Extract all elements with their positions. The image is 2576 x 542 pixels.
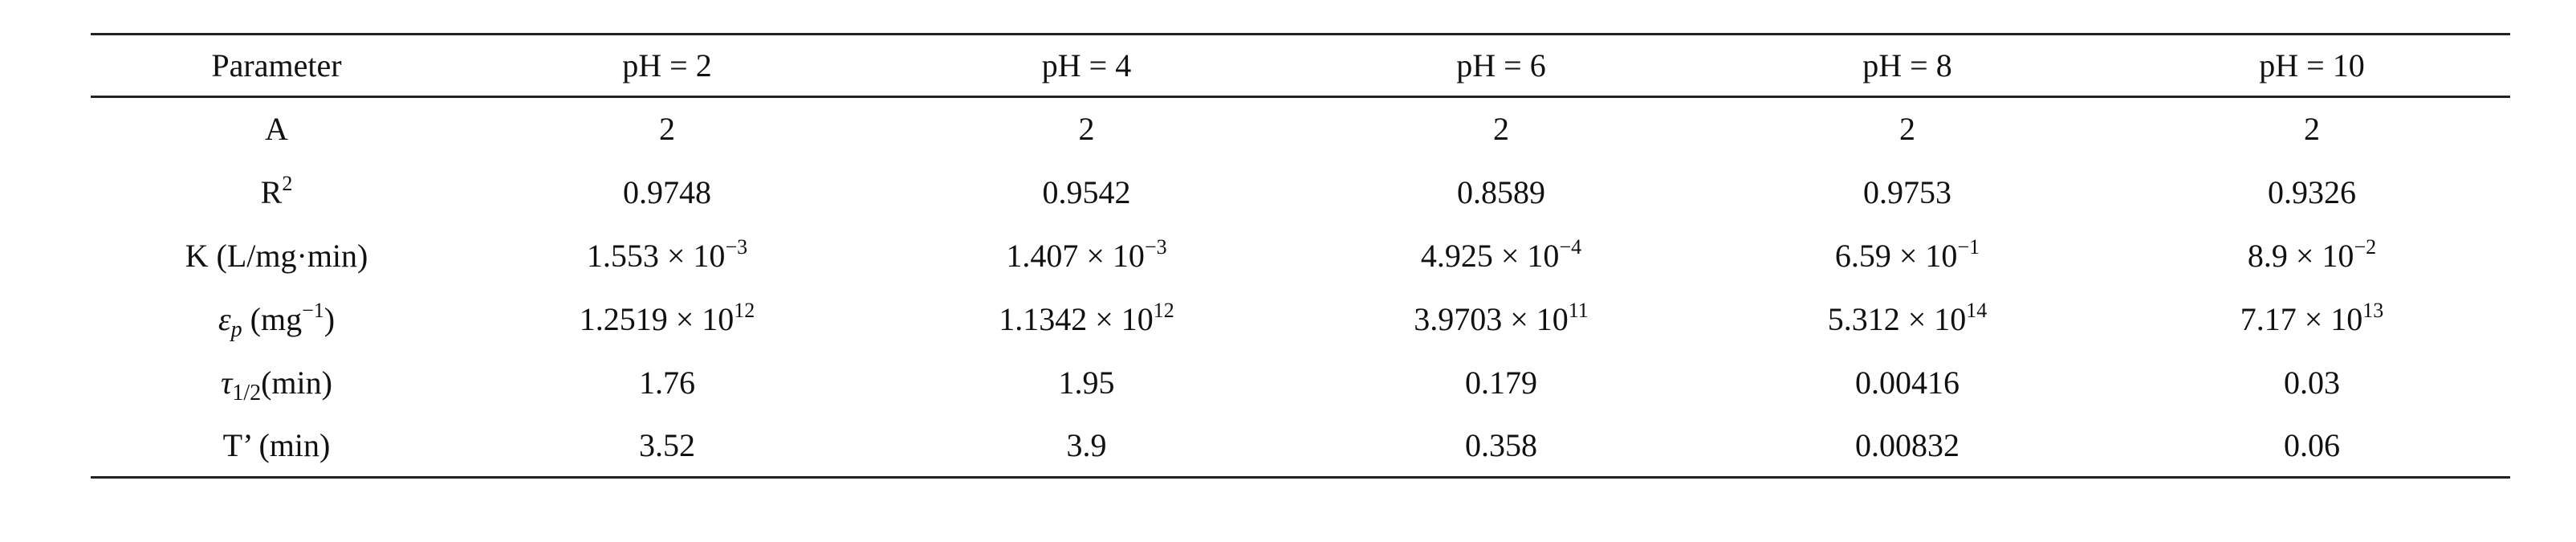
cell-text: (mg (242, 300, 303, 337)
cell-text: R (260, 173, 283, 210)
header-cell: pH = 8 (1862, 47, 1952, 84)
superscript: −3 (1144, 234, 1167, 259)
cell-text: 7.17 × 10 (2240, 300, 2363, 337)
superscript: 12 (1153, 298, 1174, 322)
parameter-cell: K (L/mg·min) (185, 237, 368, 274)
cell-text: (min) (261, 364, 332, 401)
table-header: Parameter pH = 2 pH = 4 pH = 6 pH = 8 pH = 10 (91, 34, 2510, 97)
table-body: A 2 2 2 2 2 R2 0.9748 0.9542 0.8589 0.9753 0.9326 K … (91, 97, 2510, 478)
cell-text: 4.925 × 10 (1420, 237, 1560, 274)
parameter-cell: T’ (min) (222, 426, 331, 463)
value-cell: 0.9748 (623, 173, 711, 210)
superscript: 11 (1568, 298, 1589, 322)
superscript: −1 (1957, 234, 1980, 259)
table-row: τ1/2(min) 1.76 1.95 0.179 0.00416 0.03 (91, 351, 2510, 414)
value-cell: 6.59 × 10−1 (1701, 224, 2114, 287)
symbol: ε (218, 300, 231, 337)
value-cell: 2 (659, 111, 675, 148)
cell-text: 6.59 × 10 (1834, 237, 1958, 274)
value-cell: 2 (2304, 111, 2320, 148)
value-cell: 1.2519 × 1012 (462, 287, 872, 351)
value-cell: 5.312 × 1014 (1701, 287, 2114, 351)
value-cell: 0.179 (1465, 364, 1537, 401)
header-cell: pH = 2 (622, 47, 712, 84)
value-cell: 0.8589 (1457, 173, 1545, 210)
header-cell: pH = 4 (1041, 47, 1132, 84)
cell-text: 1.407 × 10 (1006, 237, 1145, 274)
cell-text: 8.9 × 10 (2247, 237, 2354, 274)
table-row: K (L/mg·min) 1.553 × 10−3 1.407 × 10−3 4.92… (91, 224, 2510, 287)
value-cell: 1.407 × 10−3 (872, 224, 1301, 287)
superscript: −3 (725, 234, 748, 259)
subscript: p (230, 316, 242, 342)
value-cell: 1.76 (639, 364, 695, 401)
parameter-cell: εp (mg−1) (91, 287, 462, 351)
subscript: 1/2 (232, 380, 262, 405)
value-cell: 0.06 (2284, 426, 2340, 463)
value-cell: 2 (1899, 111, 1915, 148)
parameter-cell: R2 (91, 161, 462, 224)
superscript: 12 (734, 298, 755, 322)
cell-text: 1.1342 × 10 (999, 300, 1154, 337)
cell-text: 1.553 × 10 (586, 237, 726, 274)
value-cell: 2 (1493, 111, 1509, 148)
header-cell: pH = 10 (2259, 47, 2365, 84)
parameter-cell: τ1/2(min) (91, 351, 462, 414)
value-cell: 1.1342 × 1012 (872, 287, 1301, 351)
cell-text: 3.9703 × 10 (1414, 300, 1569, 337)
value-cell: 2 (1078, 111, 1095, 148)
value-cell: 8.9 × 10−2 (2114, 224, 2510, 287)
value-cell: 1.553 × 10−3 (462, 224, 872, 287)
value-cell: 0.9542 (1042, 173, 1131, 210)
value-cell: 0.358 (1465, 426, 1537, 463)
table-row: T’ (min) 3.52 3.9 0.358 0.00832 0.06 (91, 414, 2510, 478)
value-cell: 3.52 (639, 426, 695, 463)
value-cell: 0.00416 (1855, 364, 1959, 401)
value-cell: 0.9326 (2268, 173, 2356, 210)
superscript: −4 (1559, 234, 1582, 259)
value-cell: 0.9753 (1863, 173, 1951, 210)
value-cell: 3.9703 × 1011 (1301, 287, 1701, 351)
header-cell: Parameter (211, 47, 342, 84)
value-cell: 3.9 (1066, 426, 1107, 463)
header-row: Parameter pH = 2 pH = 4 pH = 6 pH = 8 pH = 10 (91, 34, 2510, 97)
value-cell: 7.17 × 1013 (2114, 287, 2510, 351)
cell-text: 1.2519 × 10 (579, 300, 735, 337)
cell-text: ) (324, 300, 336, 337)
table-row: R2 0.9748 0.9542 0.8589 0.9753 0.9326 (91, 161, 2510, 224)
superscript: −2 (2354, 234, 2377, 259)
parameter-cell: A (265, 111, 288, 148)
value-cell: 1.95 (1058, 364, 1115, 401)
header-cell: pH = 6 (1456, 47, 1546, 84)
table-row: A 2 2 2 2 2 (91, 97, 2510, 161)
data-table: Parameter pH = 2 pH = 4 pH = 6 pH = 8 pH = 10… (91, 33, 2510, 479)
symbol: τ (221, 364, 233, 401)
superscript: 13 (2362, 298, 2384, 322)
superscript: 14 (1966, 298, 1988, 322)
value-cell: 0.03 (2284, 364, 2340, 401)
superscript: −1 (302, 298, 324, 322)
table-row: εp (mg−1) 1.2519 × 1012 1.1342 × 1012 3.970… (91, 287, 2510, 351)
value-cell: 0.00832 (1855, 426, 1959, 463)
cell-text: 5.312 × 10 (1827, 300, 1967, 337)
superscript: 2 (282, 171, 293, 195)
value-cell: 4.925 × 10−4 (1301, 224, 1701, 287)
